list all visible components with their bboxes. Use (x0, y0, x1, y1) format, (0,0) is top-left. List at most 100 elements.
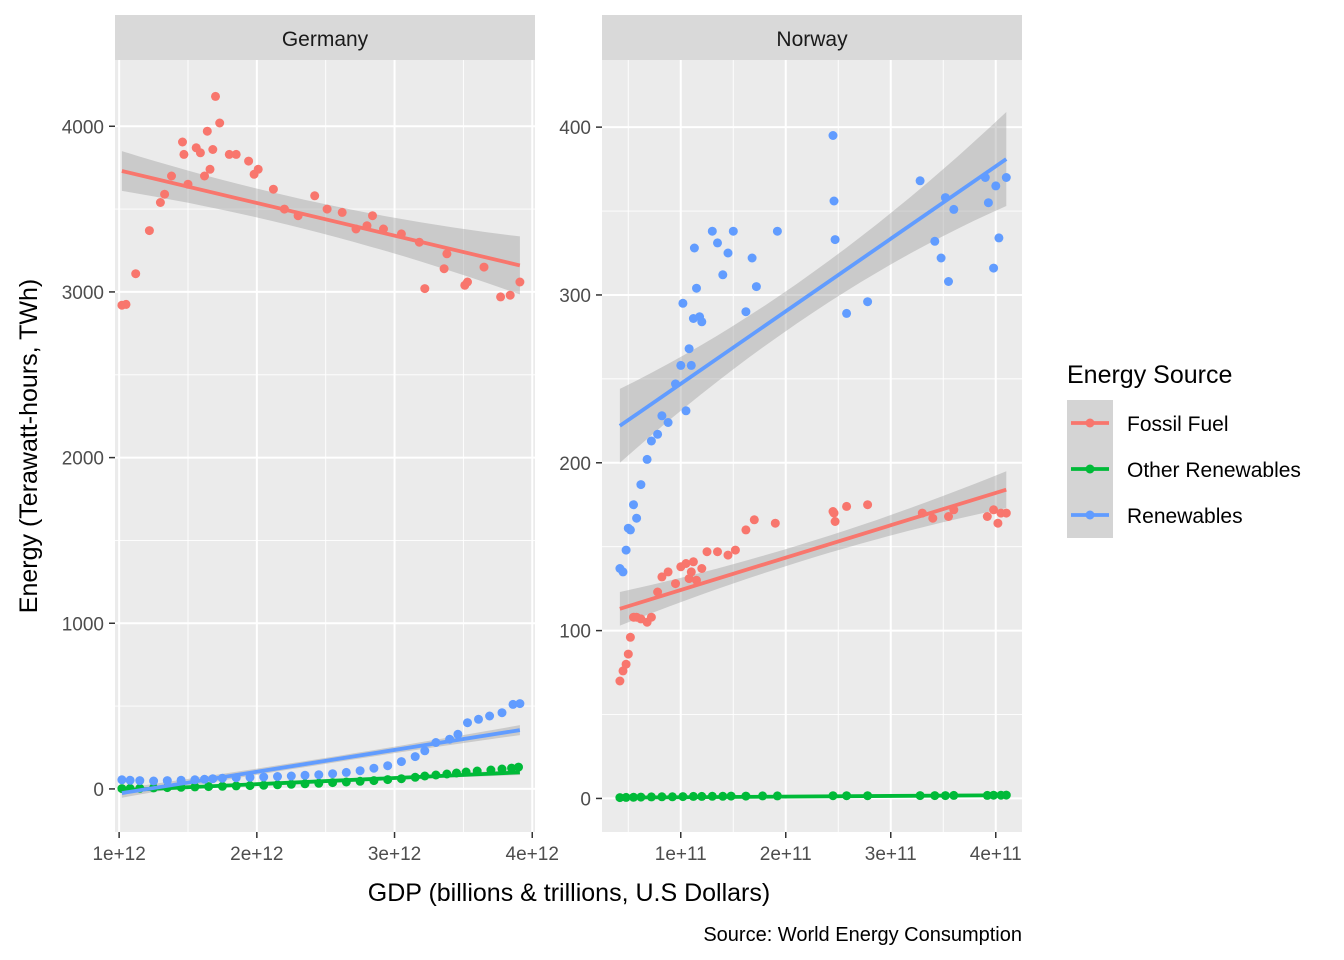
facet-strip-germany (115, 15, 535, 60)
point-other-renewables (1001, 790, 1011, 800)
point-renewables (863, 297, 873, 307)
legend-key-point (1085, 510, 1095, 520)
point-fossil-fuel (231, 149, 241, 159)
point-fossil-fuel (657, 572, 667, 582)
point-fossil-fuel (463, 277, 472, 287)
point-fossil-fuel (615, 676, 625, 686)
legend-title: Energy Source (1067, 361, 1232, 389)
y-tick-label: 1000 (62, 614, 104, 635)
point-fossil-fuel (208, 145, 218, 154)
point-renewables (135, 776, 145, 786)
point-renewables (420, 746, 430, 756)
point-fossil-fuel (741, 525, 751, 535)
point-fossil-fuel (688, 557, 698, 567)
point-fossil-fuel (420, 284, 430, 294)
point-fossil-fuel (621, 659, 631, 669)
x-tick-label: 3e+11 (865, 844, 917, 865)
y-tick-label: 100 (559, 622, 591, 643)
legend-label: Fossil Fuel (1127, 413, 1229, 436)
point-renewables (149, 776, 159, 786)
point-fossil-fuel (686, 567, 696, 577)
point-fossil-fuel (144, 226, 154, 236)
x-tick-label: 1e+12 (92, 844, 145, 865)
point-renewables (930, 236, 940, 246)
point-renewables (663, 418, 673, 427)
point-fossil-fuel (244, 156, 254, 166)
point-renewables (686, 360, 696, 370)
y-tick-label: 400 (559, 118, 591, 139)
y-tick-label: 3000 (62, 283, 104, 304)
point-renewables (657, 411, 667, 421)
x-tick-label: 2e+12 (230, 844, 283, 865)
point-fossil-fuel (205, 164, 215, 174)
point-fossil-fuel (723, 550, 733, 560)
point-fossil-fuel (195, 148, 205, 158)
point-renewables (713, 238, 722, 248)
facet-strip-norway (602, 15, 1022, 60)
x-tick-label: 3e+12 (368, 844, 421, 865)
point-fossil-fuel (770, 518, 780, 528)
point-fossil-fuel (322, 204, 332, 214)
point-renewables (355, 766, 365, 776)
point-renewables (692, 283, 701, 293)
legend-key-point (1085, 418, 1095, 428)
point-fossil-fuel (749, 515, 759, 525)
point-renewables (718, 270, 728, 280)
point-fossil-fuel (646, 612, 656, 622)
point-fossil-fuel (337, 207, 347, 217)
point-renewables (684, 344, 694, 354)
point-fossil-fuel (653, 587, 663, 597)
y-tick-label: 300 (559, 286, 591, 307)
point-fossil-fuel (618, 666, 628, 676)
point-renewables (621, 545, 631, 555)
point-fossil-fuel (515, 277, 525, 287)
point-fossil-fuel (928, 513, 938, 523)
x-tick-label: 2e+11 (760, 844, 812, 865)
point-renewables (515, 699, 525, 709)
point-renewables (636, 480, 646, 490)
point-fossil-fuel (167, 171, 176, 181)
point-fossil-fuel (368, 211, 377, 221)
point-renewables (286, 771, 296, 781)
point-fossil-fuel (211, 91, 220, 101)
point-other-renewables (514, 762, 523, 772)
point-fossil-fuel (993, 518, 1003, 528)
point-renewables (991, 181, 1001, 191)
point-renewables (453, 729, 463, 739)
legend: Energy Source Fossil Fuel Other Renewable… (1067, 361, 1301, 538)
point-renewables (125, 775, 135, 785)
point-fossil-fuel (842, 501, 852, 511)
point-renewables (915, 176, 925, 186)
trend-line-other-renewables (619, 793, 1007, 800)
x-tick-label: 4e+12 (506, 844, 559, 865)
point-renewables (944, 277, 953, 286)
point-fossil-fuel (505, 290, 515, 300)
point-renewables (162, 776, 172, 786)
point-renewables (463, 718, 472, 728)
confidence-band-renewables (619, 112, 1007, 463)
point-fossil-fuel (625, 632, 635, 642)
data-points-norway (615, 131, 1011, 803)
point-fossil-fuel (202, 126, 212, 136)
plot-area-germany (115, 60, 535, 832)
y-tick-label: 2000 (62, 449, 104, 470)
point-fossil-fuel (160, 189, 170, 199)
point-renewables (949, 204, 959, 214)
point-fossil-fuel (863, 500, 873, 510)
trend-line-fossil-fuel (121, 169, 521, 268)
point-fossil-fuel (730, 545, 740, 555)
point-fossil-fuel (268, 184, 278, 194)
point-renewables (989, 263, 999, 273)
point-renewables (259, 772, 269, 782)
point-renewables (629, 500, 638, 510)
point-fossil-fuel (310, 191, 320, 201)
confidence-band-fossil-fuel (121, 151, 520, 295)
point-renewables (646, 436, 656, 446)
trend-line-renewables (618, 157, 1008, 428)
point-fossil-fuel (681, 559, 691, 568)
point-renewables (328, 769, 338, 779)
axes-germany: 1e+12 2e+12 3e+12 4e+12 0 1000 2000 3000 4000 (62, 117, 559, 865)
point-renewables (642, 454, 652, 464)
trend-line-other-renewables (121, 770, 520, 793)
point-fossil-fuel (989, 505, 999, 515)
